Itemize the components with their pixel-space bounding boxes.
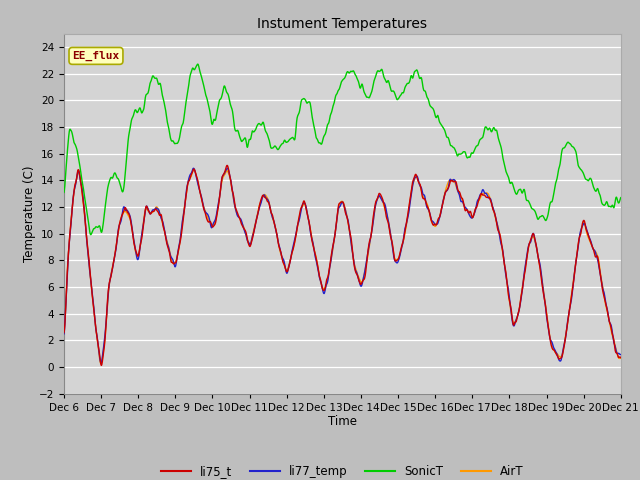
Title: Instument Temperatures: Instument Temperatures — [257, 17, 428, 31]
li77_temp — [88, 291, 96, 297]
li75_t — [602, 299, 609, 304]
SonicT — [317, 141, 324, 146]
li75_t — [332, 229, 339, 235]
SonicT — [601, 202, 609, 208]
li77_temp — [499, 249, 507, 255]
li75_t — [97, 362, 105, 368]
li75_t — [601, 298, 609, 303]
li77_temp — [60, 331, 68, 337]
AirT — [601, 298, 609, 304]
AirT — [602, 300, 609, 306]
Line: li75_t: li75_t — [64, 166, 621, 365]
SonicT — [332, 95, 339, 100]
li77_temp — [332, 229, 339, 235]
AirT — [499, 252, 507, 257]
SonicT — [60, 190, 68, 195]
Text: EE_flux: EE_flux — [72, 51, 120, 61]
li77_temp — [97, 360, 105, 366]
li75_t — [317, 277, 324, 283]
Line: AirT: AirT — [64, 169, 621, 363]
AirT — [97, 360, 104, 366]
X-axis label: Time: Time — [328, 415, 357, 429]
li77_temp — [223, 165, 231, 171]
SonicT — [602, 202, 609, 207]
SonicT — [499, 156, 507, 161]
li77_temp — [317, 278, 324, 284]
AirT — [190, 167, 198, 172]
li75_t — [223, 163, 231, 168]
AirT — [317, 278, 324, 284]
li75_t — [617, 355, 625, 360]
SonicT — [89, 228, 97, 233]
li77_temp — [601, 295, 609, 300]
AirT — [60, 326, 68, 332]
SonicT — [87, 232, 95, 238]
Y-axis label: Temperature (C): Temperature (C) — [23, 165, 36, 262]
Line: SonicT: SonicT — [64, 64, 621, 235]
SonicT — [617, 195, 625, 201]
SonicT — [194, 61, 202, 67]
li75_t — [60, 330, 68, 336]
AirT — [617, 355, 625, 361]
AirT — [88, 293, 96, 299]
li77_temp — [617, 352, 625, 358]
Legend: li75_t, li77_temp, SonicT, AirT: li75_t, li77_temp, SonicT, AirT — [156, 461, 529, 480]
AirT — [332, 229, 339, 235]
li75_t — [88, 294, 96, 300]
Line: li77_temp: li77_temp — [64, 168, 621, 363]
li75_t — [499, 251, 507, 256]
li77_temp — [602, 297, 609, 302]
